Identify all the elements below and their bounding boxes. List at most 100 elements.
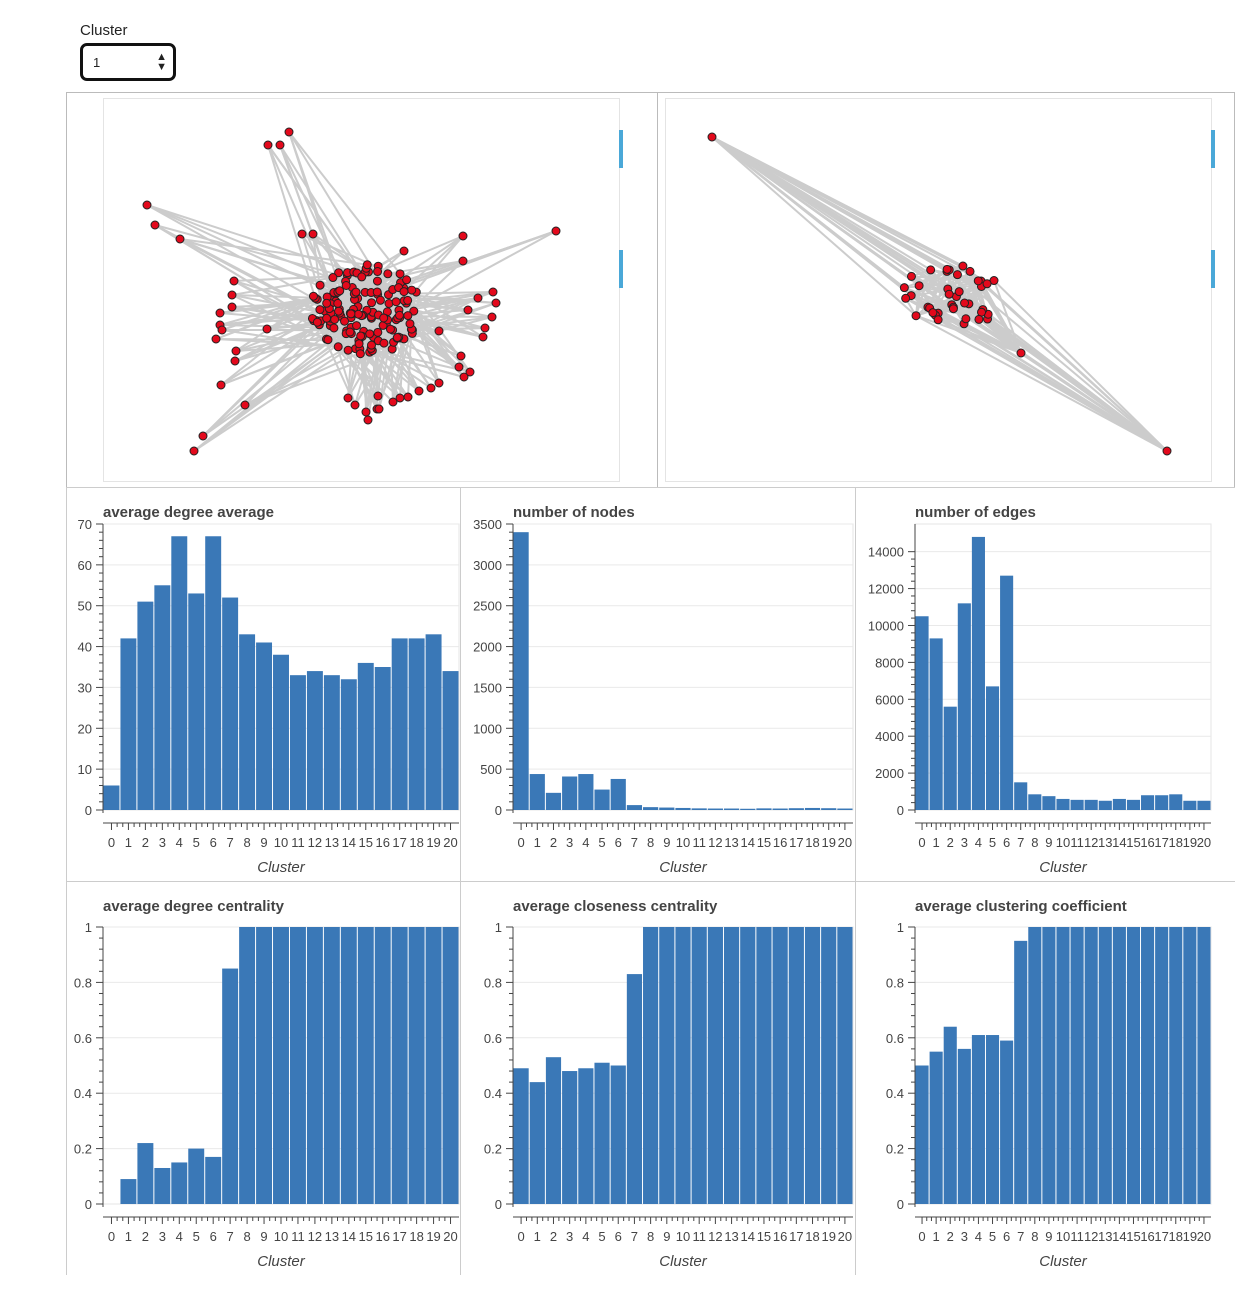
bar-12[interactable] [707,927,723,1204]
graph-node[interactable] [958,261,968,271]
graph-node[interactable] [351,287,361,297]
graph-node[interactable] [487,312,497,322]
bar-17[interactable] [1155,795,1169,810]
cluster-select[interactable]: 1 ▲ ▼ [80,43,176,81]
toolbar-tab-bottom-right[interactable] [1211,250,1215,288]
graph-node[interactable] [355,349,365,359]
bar-11[interactable] [691,808,707,810]
bar-8[interactable] [1028,927,1042,1204]
bar-10[interactable] [1056,798,1070,810]
bar-5[interactable] [188,1148,205,1204]
bar-2[interactable] [137,1143,154,1204]
graph-node[interactable] [707,132,717,142]
bar-6[interactable] [1000,575,1014,810]
graph-node[interactable] [215,308,225,318]
graph-node[interactable] [262,324,272,334]
graph-node[interactable] [454,362,464,372]
bar-19[interactable] [425,634,442,810]
graph-node[interactable] [960,298,970,308]
bar-7[interactable] [222,968,239,1204]
graph-node[interactable] [933,315,943,325]
graph-node[interactable] [373,391,383,401]
bar-14[interactable] [740,808,756,810]
bar-8[interactable] [643,927,659,1204]
bar-10[interactable] [675,807,691,810]
graph-node[interactable] [480,323,490,333]
bar-1[interactable] [120,1179,137,1204]
bar-20[interactable] [1197,800,1211,810]
bar-12[interactable] [306,927,323,1204]
graph-node[interactable] [434,378,444,388]
graph-node[interactable] [284,127,294,137]
graph-node[interactable] [379,338,389,348]
graph-node[interactable] [345,327,355,337]
graph-node[interactable] [458,256,468,266]
graph-node[interactable] [361,407,371,417]
bar-7[interactable] [1014,782,1028,810]
bar-20[interactable] [442,671,459,810]
bar-3[interactable] [562,1071,578,1204]
graph-node[interactable] [388,397,398,407]
bar-8[interactable] [239,634,256,810]
graph-node[interactable] [333,298,343,308]
graph-node[interactable] [330,314,340,324]
graph-node[interactable] [334,306,344,316]
graph-node[interactable] [1162,446,1172,456]
graph-node[interactable] [367,298,377,308]
graph-node[interactable] [403,392,413,402]
toolbar-tab-top-left[interactable] [619,130,623,168]
bar-16[interactable] [374,927,391,1204]
bar-12[interactable] [1084,799,1098,810]
graph-node[interactable] [403,311,413,321]
graph-node[interactable] [308,291,318,301]
toolbar-tab-bottom-left[interactable] [619,250,623,288]
graph-node[interactable] [322,298,332,308]
bar-17[interactable] [788,808,804,810]
graph-node[interactable] [230,356,240,366]
graph-node[interactable] [463,305,473,315]
graph-node[interactable] [340,316,350,326]
bar-16[interactable] [1141,795,1155,810]
bar-6[interactable] [610,778,626,810]
graph-node[interactable] [954,287,964,297]
graph-node[interactable] [944,289,954,299]
graph-node[interactable] [952,270,962,280]
graph-node[interactable] [357,272,367,282]
graph-node[interactable] [333,342,343,352]
graph-node[interactable] [263,140,273,150]
bar-3[interactable] [562,776,578,810]
bar-19[interactable] [1183,800,1197,810]
bar-3[interactable] [154,585,171,810]
graph-node[interactable] [365,329,375,339]
graph-node[interactable] [942,264,952,274]
bar-5[interactable] [594,1062,610,1204]
graph-node[interactable] [399,246,409,256]
bar-3[interactable] [957,603,971,810]
graph-node[interactable] [926,265,936,275]
bar-17[interactable] [391,927,408,1204]
graph-node[interactable] [465,367,475,377]
graph-node[interactable] [395,269,405,279]
bar-11[interactable] [1070,927,1084,1204]
graph-node[interactable] [391,297,401,307]
graph-node[interactable] [350,400,360,410]
bar-16[interactable] [772,927,788,1204]
bar-15[interactable] [357,662,374,810]
bar-1[interactable] [929,638,943,810]
bar-6[interactable] [1000,1040,1014,1204]
graph-node[interactable] [150,220,160,230]
graph-node[interactable] [353,309,363,319]
bar-6[interactable] [205,1156,222,1204]
bar-13[interactable] [323,675,340,810]
bar-17[interactable] [1155,927,1169,1204]
bar-12[interactable] [1084,927,1098,1204]
graph-node[interactable] [229,276,239,286]
graph-node[interactable] [403,295,413,305]
bar-3[interactable] [957,1048,971,1204]
graph-node[interactable] [343,345,353,355]
graph-node[interactable] [551,226,561,236]
graph-node[interactable] [356,331,366,341]
graph-node[interactable] [315,305,325,315]
bar-16[interactable] [374,667,391,810]
graph-node[interactable] [414,386,424,396]
